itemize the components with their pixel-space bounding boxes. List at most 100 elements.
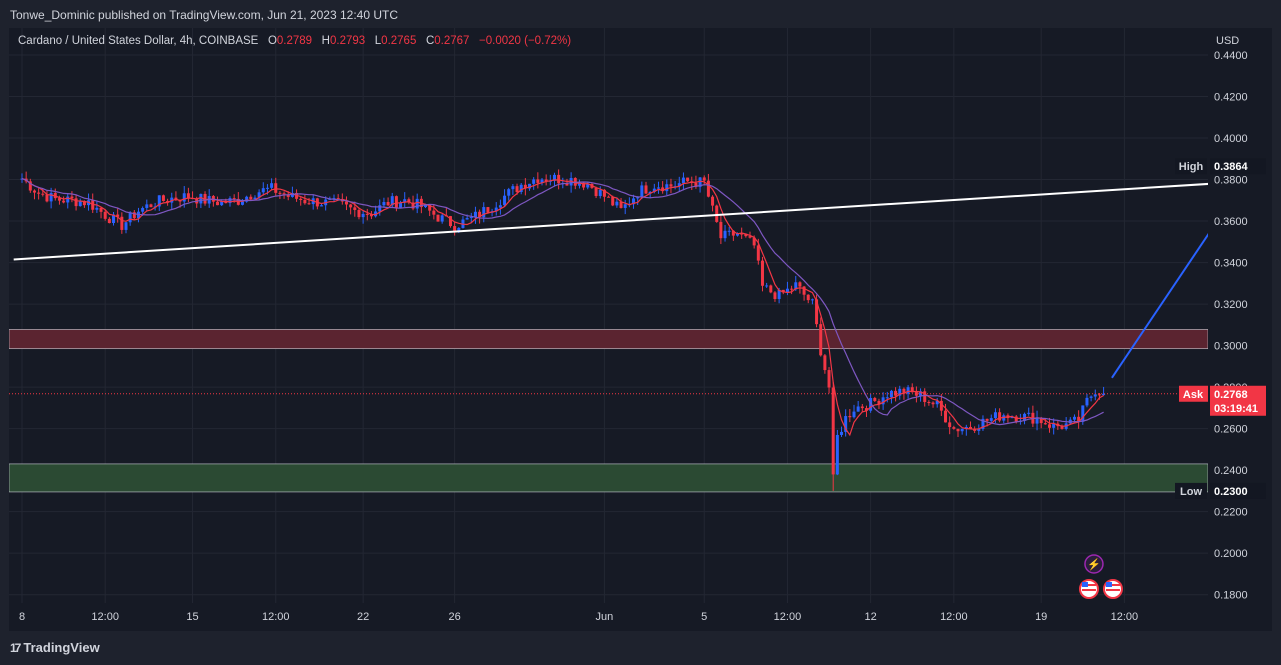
candle-body bbox=[353, 207, 357, 210]
candle-body bbox=[349, 204, 353, 208]
candle-body bbox=[577, 182, 581, 186]
candle-body bbox=[1102, 393, 1106, 396]
candle-body bbox=[794, 282, 798, 290]
bar-countdown: 03:19:41 bbox=[1214, 403, 1258, 415]
candle-body bbox=[303, 200, 307, 204]
high-label: H bbox=[321, 35, 330, 47]
candle-body bbox=[852, 411, 856, 418]
x-tick-label: 26 bbox=[449, 611, 461, 623]
candle-body bbox=[773, 292, 777, 299]
candle-body bbox=[719, 221, 723, 239]
axis-unit-label: USD bbox=[1216, 35, 1239, 47]
y-tick-label: 0.2200 bbox=[1214, 507, 1248, 519]
candle-body bbox=[748, 236, 752, 238]
publish-info: Tonwe_Dominic published on TradingView.c… bbox=[10, 8, 399, 22]
candle-body bbox=[723, 230, 727, 239]
flag-stripe bbox=[1105, 589, 1120, 591]
candle-body bbox=[1027, 412, 1031, 414]
high-value: 0.2793 bbox=[329, 35, 366, 47]
candle-body bbox=[390, 196, 394, 206]
candle-body bbox=[440, 215, 444, 222]
candle-body bbox=[336, 198, 340, 200]
x-tick-label: 12 bbox=[865, 611, 877, 623]
candle-body bbox=[482, 207, 486, 218]
candle-body bbox=[790, 288, 794, 290]
candle-body bbox=[1085, 397, 1089, 406]
candle-body bbox=[939, 400, 943, 411]
candle-body bbox=[736, 233, 740, 236]
y-tick-label: 0.3000 bbox=[1214, 341, 1248, 353]
candle-body bbox=[411, 202, 415, 209]
x-tick-label: 12:00 bbox=[940, 611, 968, 623]
candle-body bbox=[157, 195, 161, 207]
candle-body bbox=[28, 181, 32, 191]
candle-body bbox=[694, 182, 698, 187]
candle-body bbox=[594, 187, 598, 197]
y-tick-label: 0.4400 bbox=[1214, 50, 1248, 62]
projection-arrow bbox=[1111, 232, 1208, 379]
candle-body bbox=[394, 196, 398, 208]
candle-body bbox=[99, 207, 103, 212]
candle-body bbox=[95, 207, 99, 210]
candle-body bbox=[835, 434, 839, 475]
candle-body bbox=[802, 286, 806, 295]
candle-body bbox=[661, 187, 665, 192]
ma-slow-line bbox=[21, 178, 1104, 426]
candle-body bbox=[1035, 417, 1039, 424]
candle-body bbox=[698, 177, 702, 187]
candle-body bbox=[270, 183, 274, 188]
tradingview-brand[interactable]: 17 TradingView bbox=[10, 640, 100, 655]
candle-body bbox=[424, 204, 428, 208]
y-tick-label: 0.2000 bbox=[1214, 548, 1248, 560]
candle-body bbox=[182, 193, 186, 202]
candle-body bbox=[856, 406, 860, 412]
candle-body bbox=[848, 416, 852, 418]
candle-body bbox=[249, 196, 253, 200]
candle-body bbox=[232, 198, 236, 200]
candle-body bbox=[769, 285, 773, 293]
candle-body bbox=[344, 201, 348, 205]
ask-tag-label: Ask bbox=[1183, 389, 1204, 401]
candle-body bbox=[282, 193, 286, 195]
low-label: L bbox=[374, 35, 382, 47]
candle-body bbox=[228, 198, 232, 204]
low-price-bg bbox=[1210, 482, 1266, 499]
low-tag-bg bbox=[1175, 482, 1207, 499]
candle-body bbox=[457, 227, 461, 232]
candle-body bbox=[216, 201, 220, 206]
candle-body bbox=[236, 198, 240, 205]
x-tick-label: 12:00 bbox=[262, 611, 290, 623]
y-tick-label: 0.1800 bbox=[1214, 590, 1248, 602]
symbol-legend[interactable]: Cardano / United States Dollar, 4h, COIN… bbox=[18, 35, 571, 47]
arrow-head bbox=[1227, 192, 1239, 206]
candle-body bbox=[265, 187, 269, 189]
candle-body bbox=[823, 355, 827, 371]
candle-body bbox=[124, 222, 128, 230]
candle-body bbox=[107, 218, 111, 224]
candle-body bbox=[760, 260, 764, 286]
candle-body bbox=[952, 427, 956, 429]
candle-body bbox=[669, 184, 673, 187]
candle-body bbox=[403, 199, 407, 203]
candle-body bbox=[399, 202, 403, 208]
candle-body bbox=[644, 185, 648, 194]
ma-fast-line bbox=[21, 178, 1104, 437]
candle-body bbox=[914, 392, 918, 396]
candle-body bbox=[511, 186, 515, 190]
candle-body bbox=[120, 216, 124, 230]
high-price-value: 0.3864 bbox=[1214, 161, 1249, 173]
candle-body bbox=[498, 205, 502, 208]
footer-bar bbox=[0, 631, 1281, 665]
candle-body bbox=[711, 196, 715, 206]
candle-body bbox=[869, 397, 873, 411]
candle-body bbox=[78, 201, 82, 207]
candle-body bbox=[602, 189, 606, 197]
candle-body bbox=[532, 179, 536, 184]
candle-body bbox=[652, 188, 656, 192]
candle-body bbox=[993, 412, 997, 419]
candle-body bbox=[245, 196, 249, 202]
candle-body bbox=[902, 388, 906, 394]
candle-body bbox=[752, 237, 756, 246]
candle-body bbox=[1010, 416, 1014, 419]
